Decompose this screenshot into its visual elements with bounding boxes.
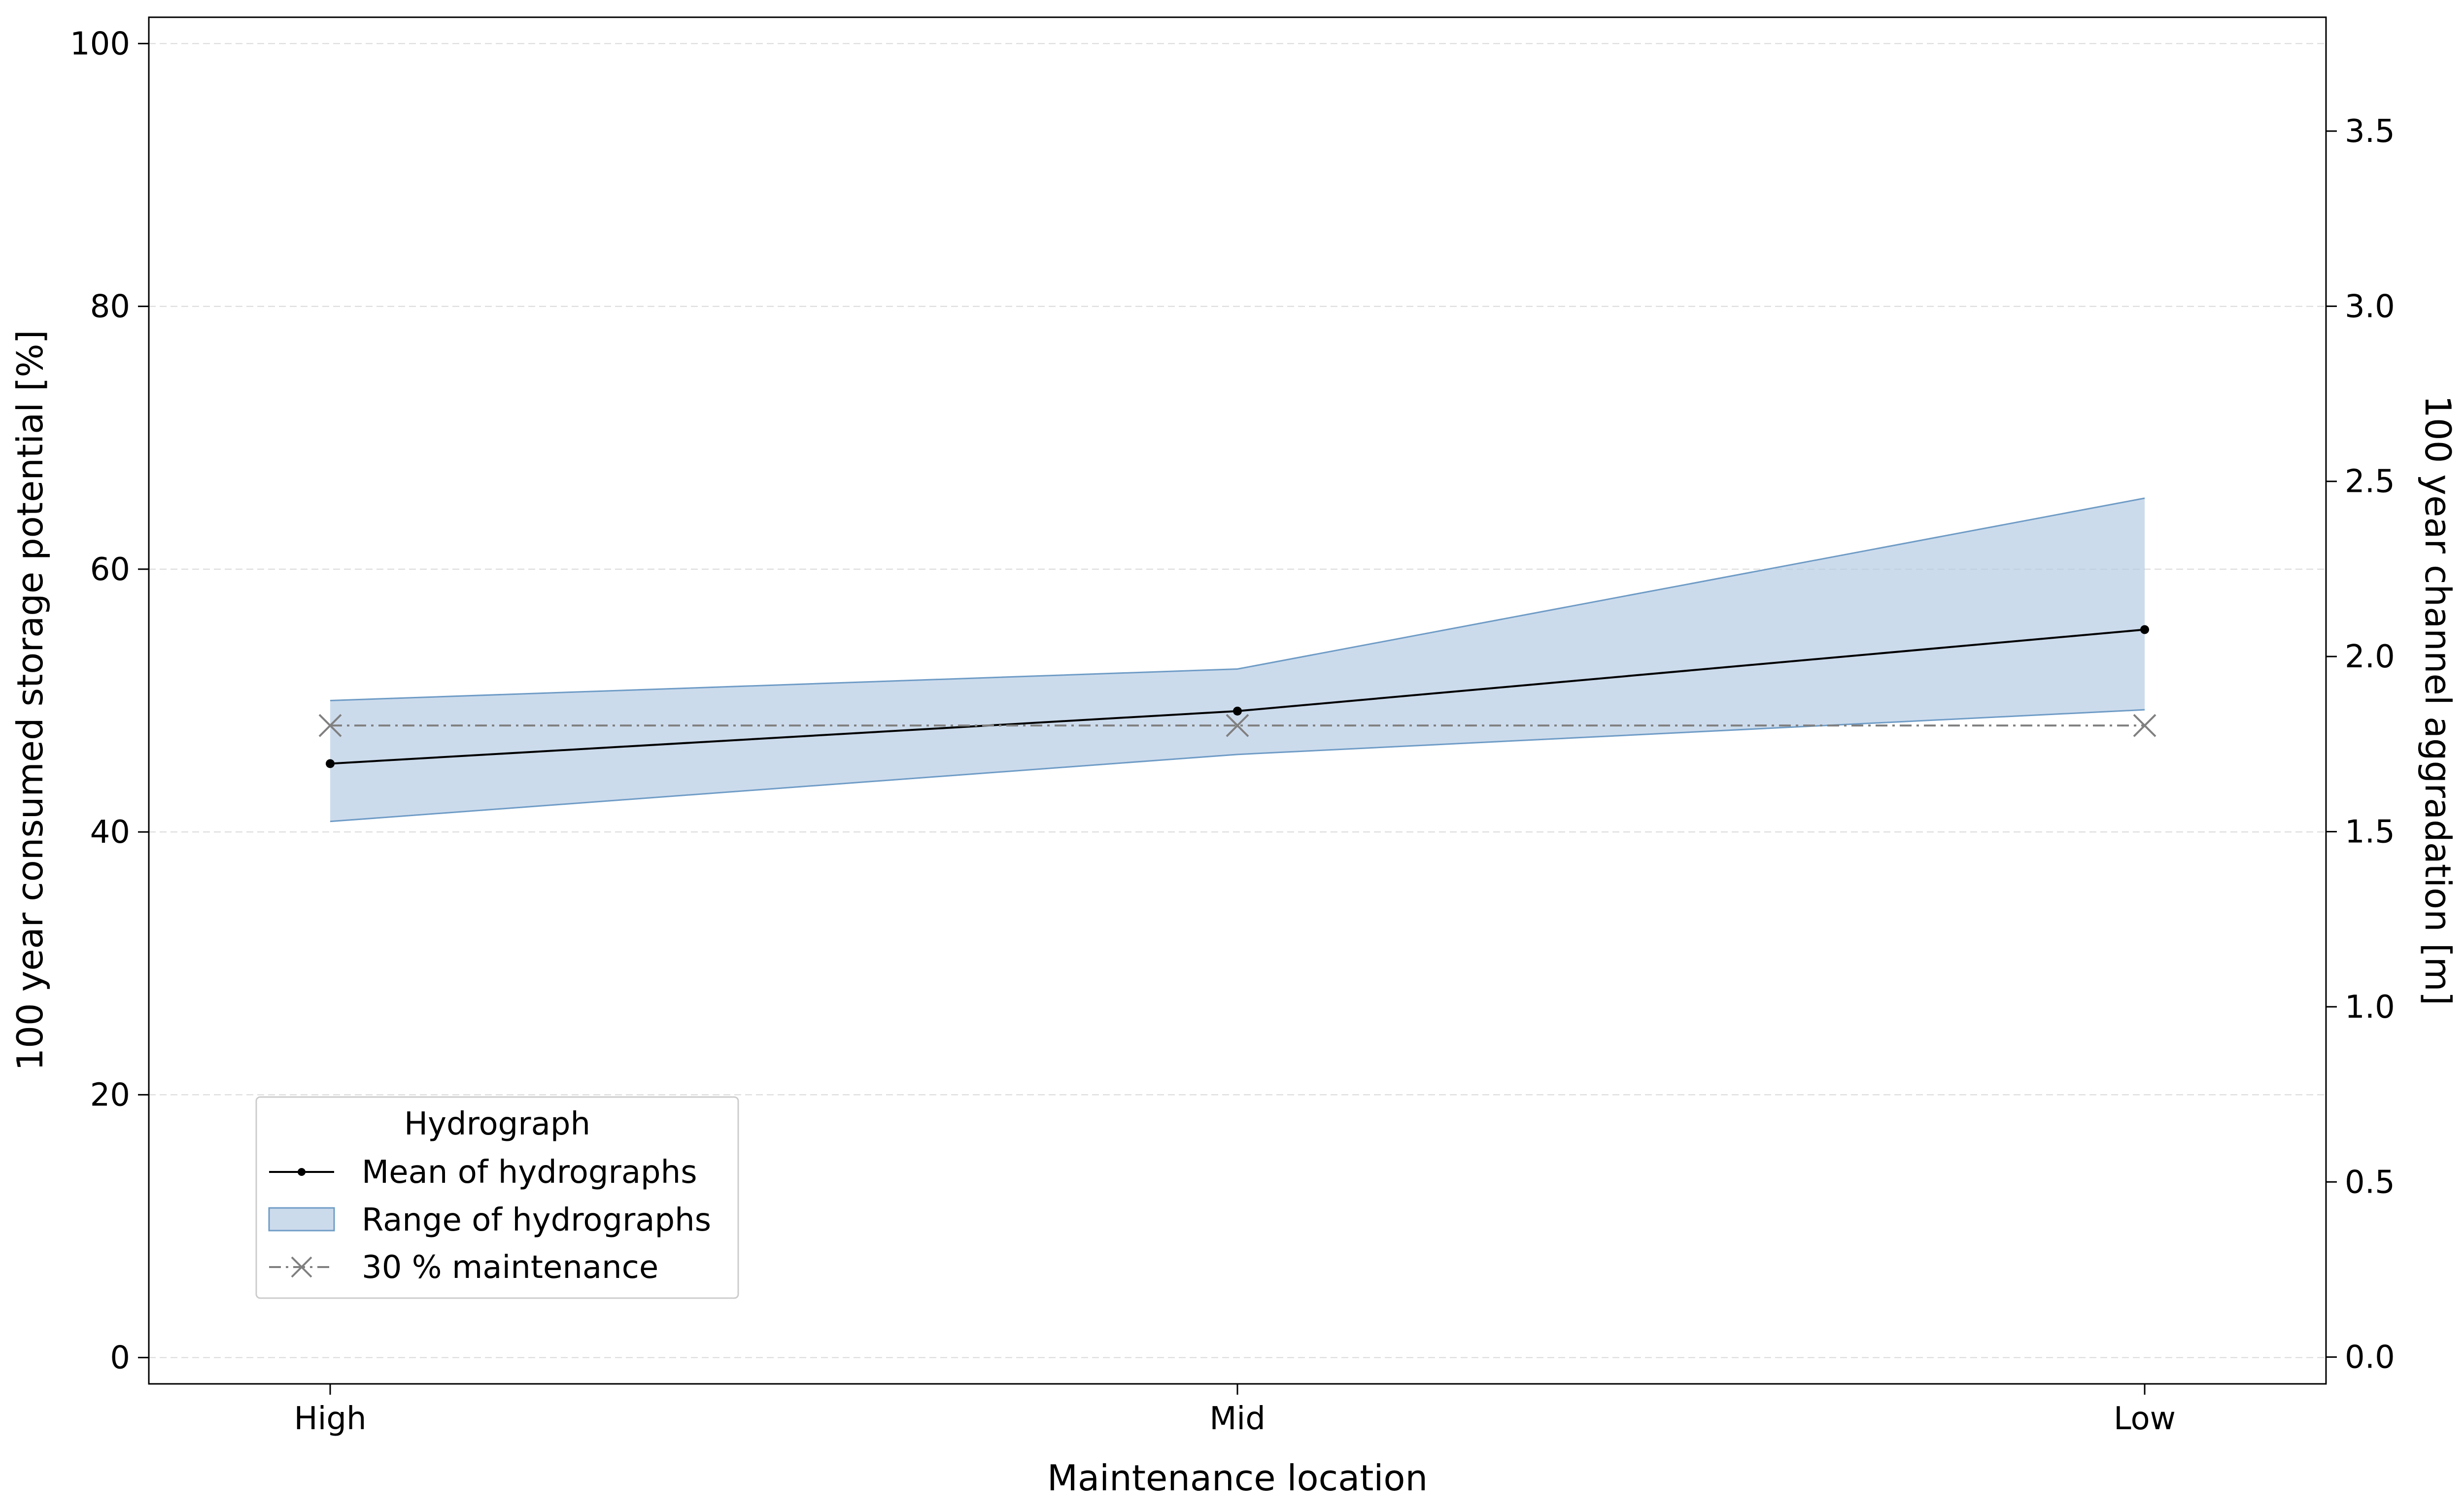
x-tick-label-2: Low <box>2114 1401 2176 1437</box>
y-right-tick-label-3: 1.5 <box>2345 814 2395 850</box>
legend-title: Hydrograph <box>404 1106 590 1142</box>
maintenance-point-1 <box>1226 714 1249 737</box>
maintenance-point-2 <box>2133 714 2156 737</box>
left-y-axis: 0 20 40 60 80 100 <box>70 26 149 1376</box>
x-tick-label-0: High <box>294 1401 366 1437</box>
legend-maintenance-marker <box>291 1256 312 1278</box>
y-tick-label-0: 0 <box>110 1340 130 1376</box>
y-tick-label-1: 20 <box>90 1077 130 1113</box>
right-y-axis: 0.0 0.5 1.0 1.5 2.0 2.5 3.0 3.5 <box>2326 113 2395 1376</box>
y-right-tick-label-7: 3.5 <box>2345 113 2395 150</box>
range-band <box>330 498 2145 822</box>
y-right-tick-label-2: 1.0 <box>2345 989 2395 1026</box>
legend-label-maintenance: 30 % maintenance <box>362 1249 658 1286</box>
mean-point-0 <box>326 759 335 768</box>
legend: Hydrograph Mean of hydrographs Range of … <box>255 1096 739 1299</box>
y-right-tick-label-0: 0.0 <box>2345 1340 2395 1376</box>
legend-item-mean: Mean of hydrographs <box>269 1154 697 1191</box>
x-tick-label-1: Mid <box>1209 1401 1266 1437</box>
maintenance-point-0 <box>318 714 342 737</box>
legend-label-range: Range of hydrographs <box>362 1202 711 1238</box>
legend-label-mean: Mean of hydrographs <box>362 1154 697 1191</box>
y-tick-label-3: 60 <box>90 551 130 588</box>
y-tick-label-5: 100 <box>70 26 130 62</box>
range-band-upper-edge <box>330 497 2145 701</box>
range-band-layer <box>330 497 2145 823</box>
mean-point-2 <box>2140 625 2149 634</box>
legend-mean-marker <box>298 1168 306 1176</box>
grid <box>149 43 2326 1358</box>
legend-box <box>255 1096 739 1299</box>
y-right-tick-label-1: 0.5 <box>2345 1164 2395 1201</box>
series-lines-layer <box>318 625 2156 768</box>
x-axis: High Mid Low <box>294 1384 2176 1437</box>
legend-item-range: Range of hydrographs <box>268 1202 711 1238</box>
y-tick-label-4: 80 <box>90 289 130 325</box>
y-right-tick-label-4: 2.0 <box>2345 639 2395 675</box>
y-right-tick-label-5: 2.5 <box>2345 464 2395 500</box>
legend-range-swatch <box>268 1207 335 1232</box>
mean-point-1 <box>1233 706 1242 716</box>
range-band-lower-edge <box>330 709 2145 823</box>
y-tick-label-2: 40 <box>90 814 130 851</box>
y-right-tick-label-6: 3.0 <box>2345 288 2395 325</box>
y-axis-label-left: 100 year consumed storage potential [%] <box>9 330 51 1070</box>
y-axis-label-right: 100 year channel aggradation [m] <box>2417 395 2459 1005</box>
legend-item-maintenance: 30 % maintenance <box>269 1249 658 1286</box>
x-axis-label: Maintenance location <box>1047 1457 1428 1499</box>
